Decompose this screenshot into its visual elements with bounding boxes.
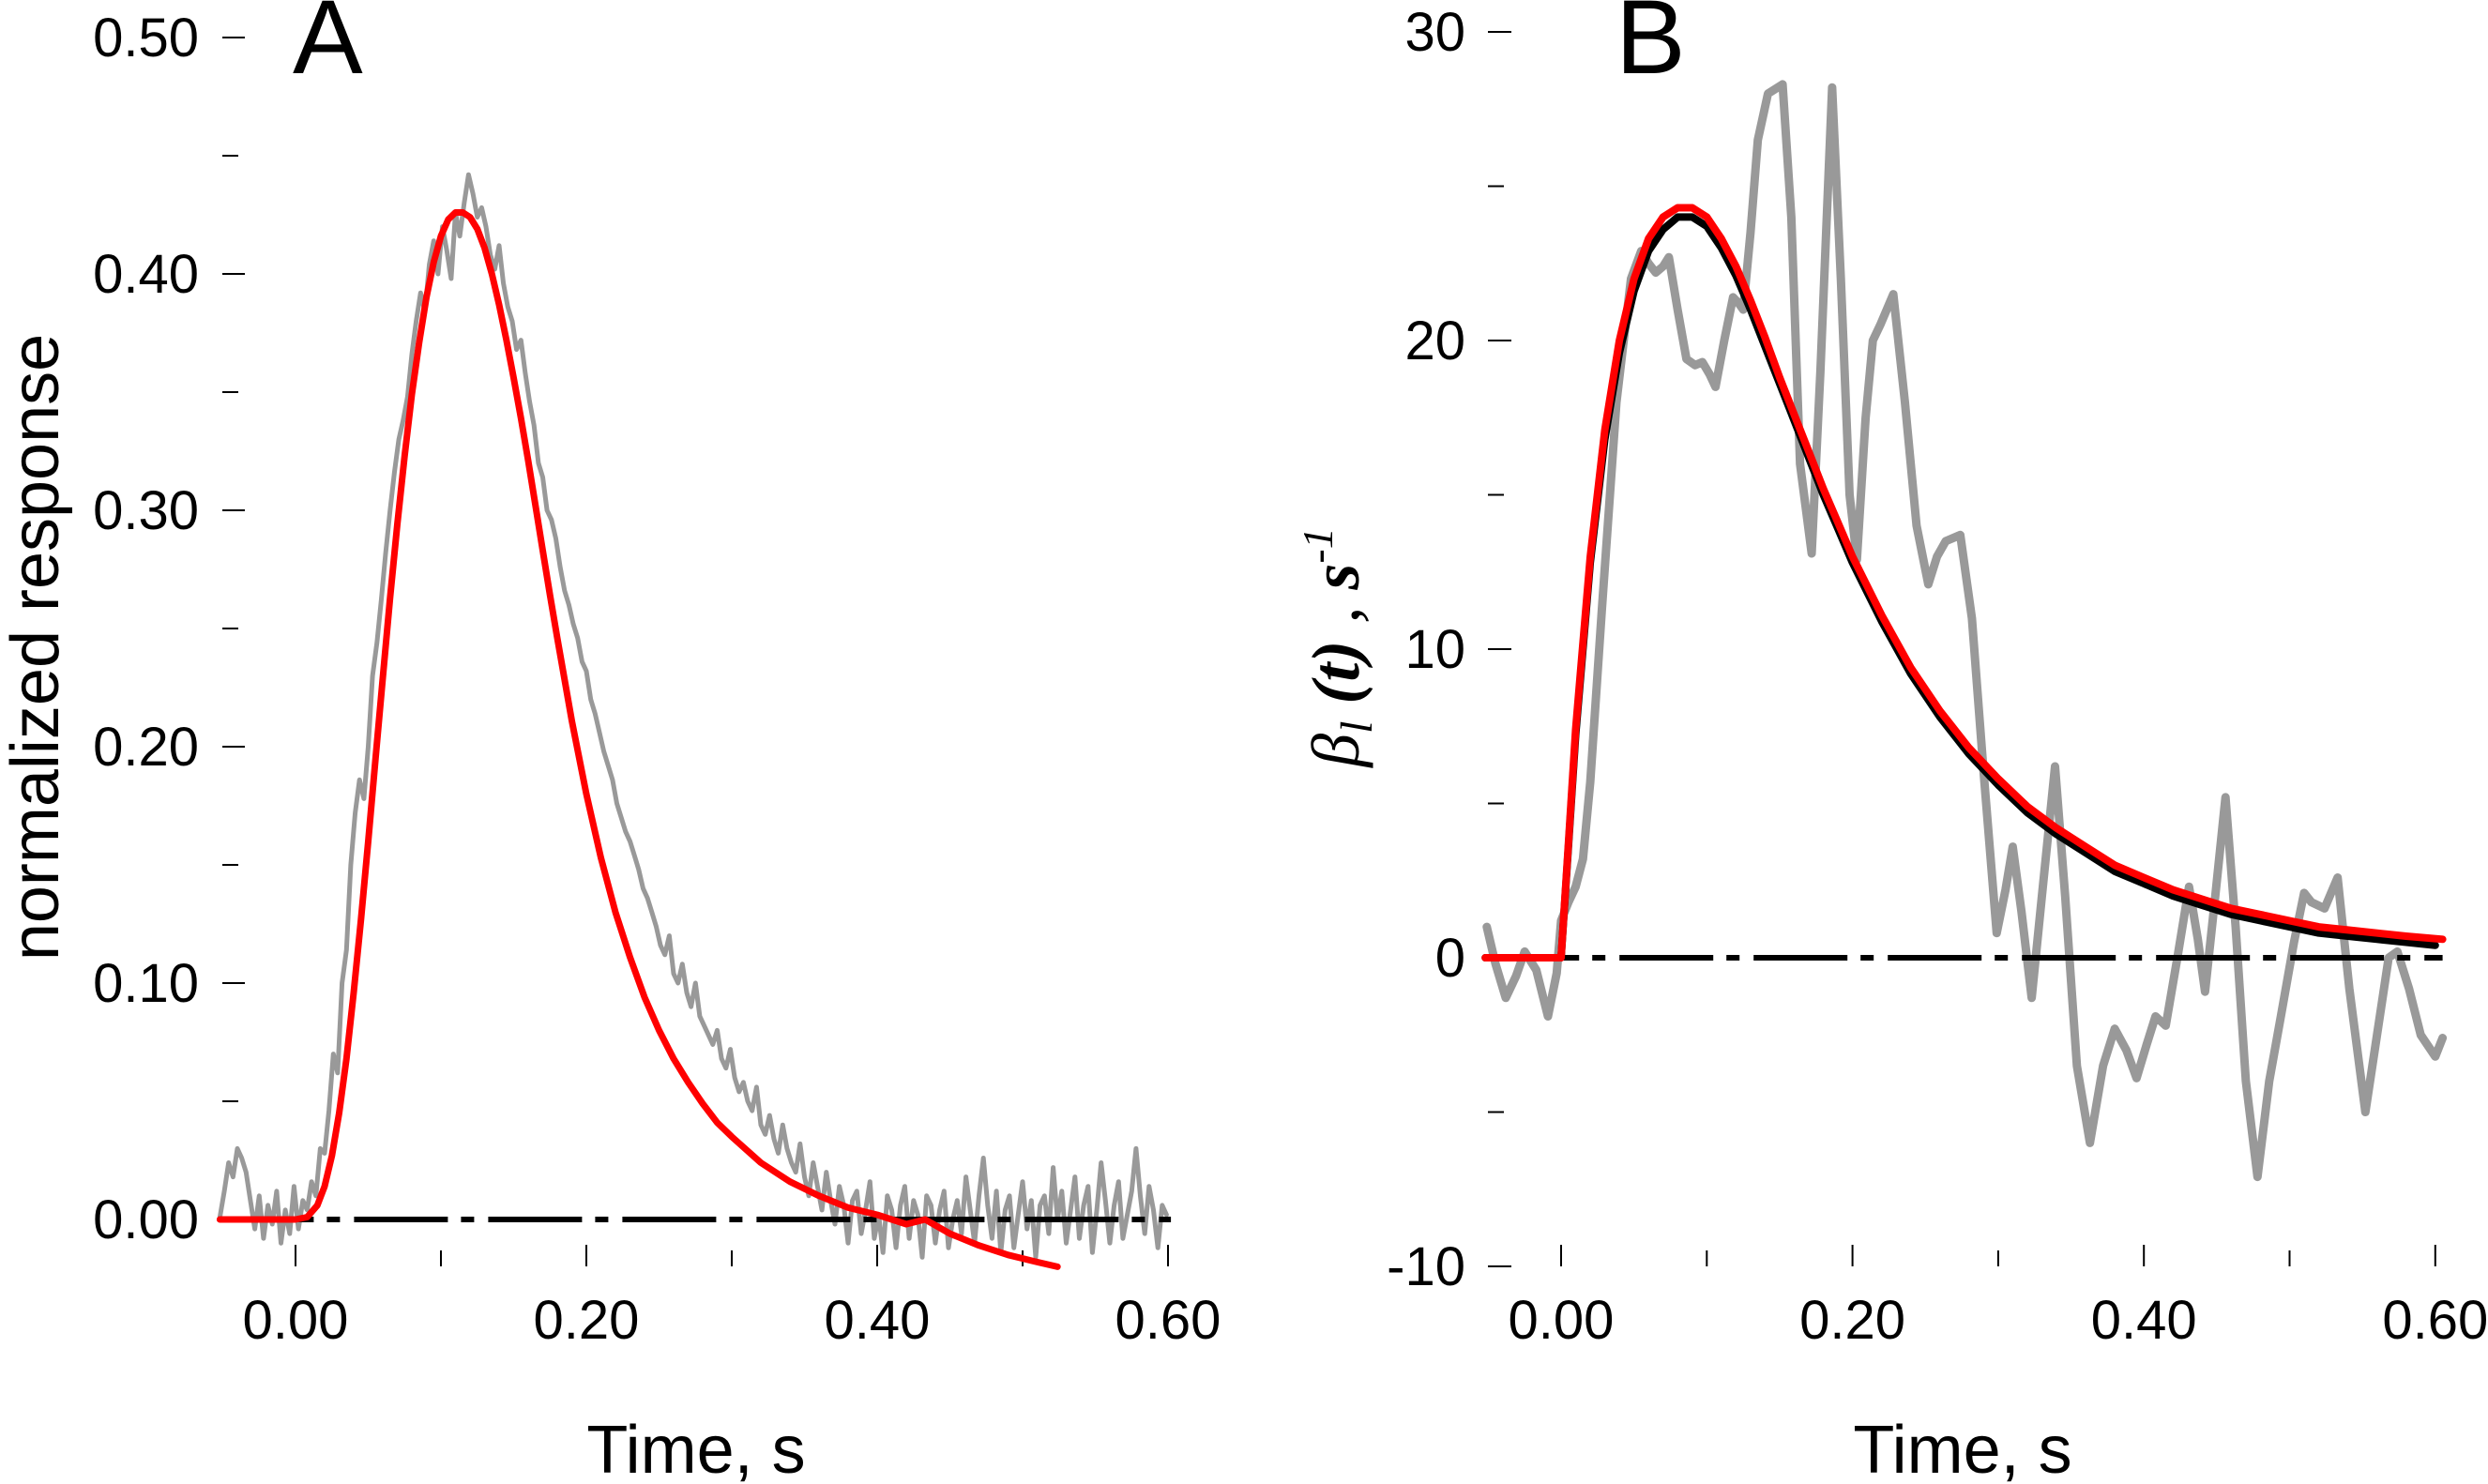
y-tick-label: 0 bbox=[1435, 928, 1465, 989]
y-tick-label: -10 bbox=[1387, 1236, 1465, 1297]
x-tick-label: 0.00 bbox=[1509, 1290, 1615, 1351]
panel-a: A normalized response Time, s 0.000.100.… bbox=[0, 0, 1221, 1484]
x-tick-label: 0.20 bbox=[534, 1290, 640, 1351]
x-tick-label: 0.60 bbox=[2382, 1290, 2488, 1351]
y-tick-label: 30 bbox=[1404, 2, 1465, 63]
y-tick-label: 0.50 bbox=[93, 8, 199, 68]
ylabel-subscript: l bbox=[1332, 721, 1382, 734]
ylabel-space bbox=[1298, 704, 1373, 721]
y-tick-label: 0.20 bbox=[93, 717, 199, 778]
panel-b-x-ticks: 0.00 0.20 0.40 0.60 bbox=[1509, 1245, 2488, 1351]
panel-b-y-axis-title: βl (t) , s-1 bbox=[1294, 527, 1382, 769]
x-tick-label: 0.00 bbox=[243, 1290, 349, 1351]
panel-b-y-ticks: -10 0 10 20 30 bbox=[1387, 2, 1511, 1297]
panel-b-series bbox=[1481, 80, 2448, 1182]
ylabel-symbol: β bbox=[1298, 734, 1373, 769]
panel-a-y-axis-title: normalized response bbox=[0, 334, 73, 961]
panel-a-x-axis-title: Time, s bbox=[586, 1413, 805, 1484]
ylabel-space3 bbox=[1298, 590, 1373, 607]
series-model-fit bbox=[216, 209, 1061, 1270]
y-tick-label: 20 bbox=[1404, 310, 1465, 371]
x-tick-label: 0.40 bbox=[2091, 1290, 2197, 1351]
panel-b-letter: B bbox=[1616, 0, 1686, 96]
y-tick-label: 0.30 bbox=[93, 480, 199, 541]
panel-a-letter: A bbox=[293, 0, 363, 96]
panel-b-y-axis-title-text: βl (t) , s-1 bbox=[1294, 527, 1382, 769]
x-tick-label: 0.20 bbox=[1799, 1290, 1905, 1351]
series-measured-response bbox=[217, 172, 1169, 1260]
x-tick-label: 0.40 bbox=[825, 1290, 931, 1351]
series-fit-black bbox=[1481, 213, 2439, 962]
ylabel-sep: , bbox=[1298, 607, 1373, 624]
y-tick-label: 0.00 bbox=[93, 1189, 199, 1250]
ylabel-unit: s bbox=[1298, 564, 1373, 591]
y-tick-label: 0.40 bbox=[93, 244, 199, 305]
panel-b-x-axis-title: Time, s bbox=[1853, 1413, 2071, 1484]
panel-a-y-ticks: 0.00 0.10 0.20 0.30 0.40 0.50 bbox=[93, 8, 245, 1250]
series-fit-red bbox=[1481, 204, 2447, 962]
y-tick-label: 0.10 bbox=[93, 953, 199, 1014]
ylabel-space2 bbox=[1298, 624, 1373, 641]
series-estimated-rate-smoothed bbox=[1482, 80, 2448, 1182]
ylabel-arg: (t) bbox=[1298, 641, 1373, 704]
y-tick-label: 10 bbox=[1404, 619, 1465, 680]
ylabel-unit-exp: -1 bbox=[1294, 527, 1342, 563]
x-tick-label: 0.60 bbox=[1115, 1290, 1221, 1351]
panel-a-x-ticks: 0.00 0.20 0.40 0.60 bbox=[243, 1245, 1221, 1351]
panel-a-series bbox=[216, 172, 1172, 1270]
